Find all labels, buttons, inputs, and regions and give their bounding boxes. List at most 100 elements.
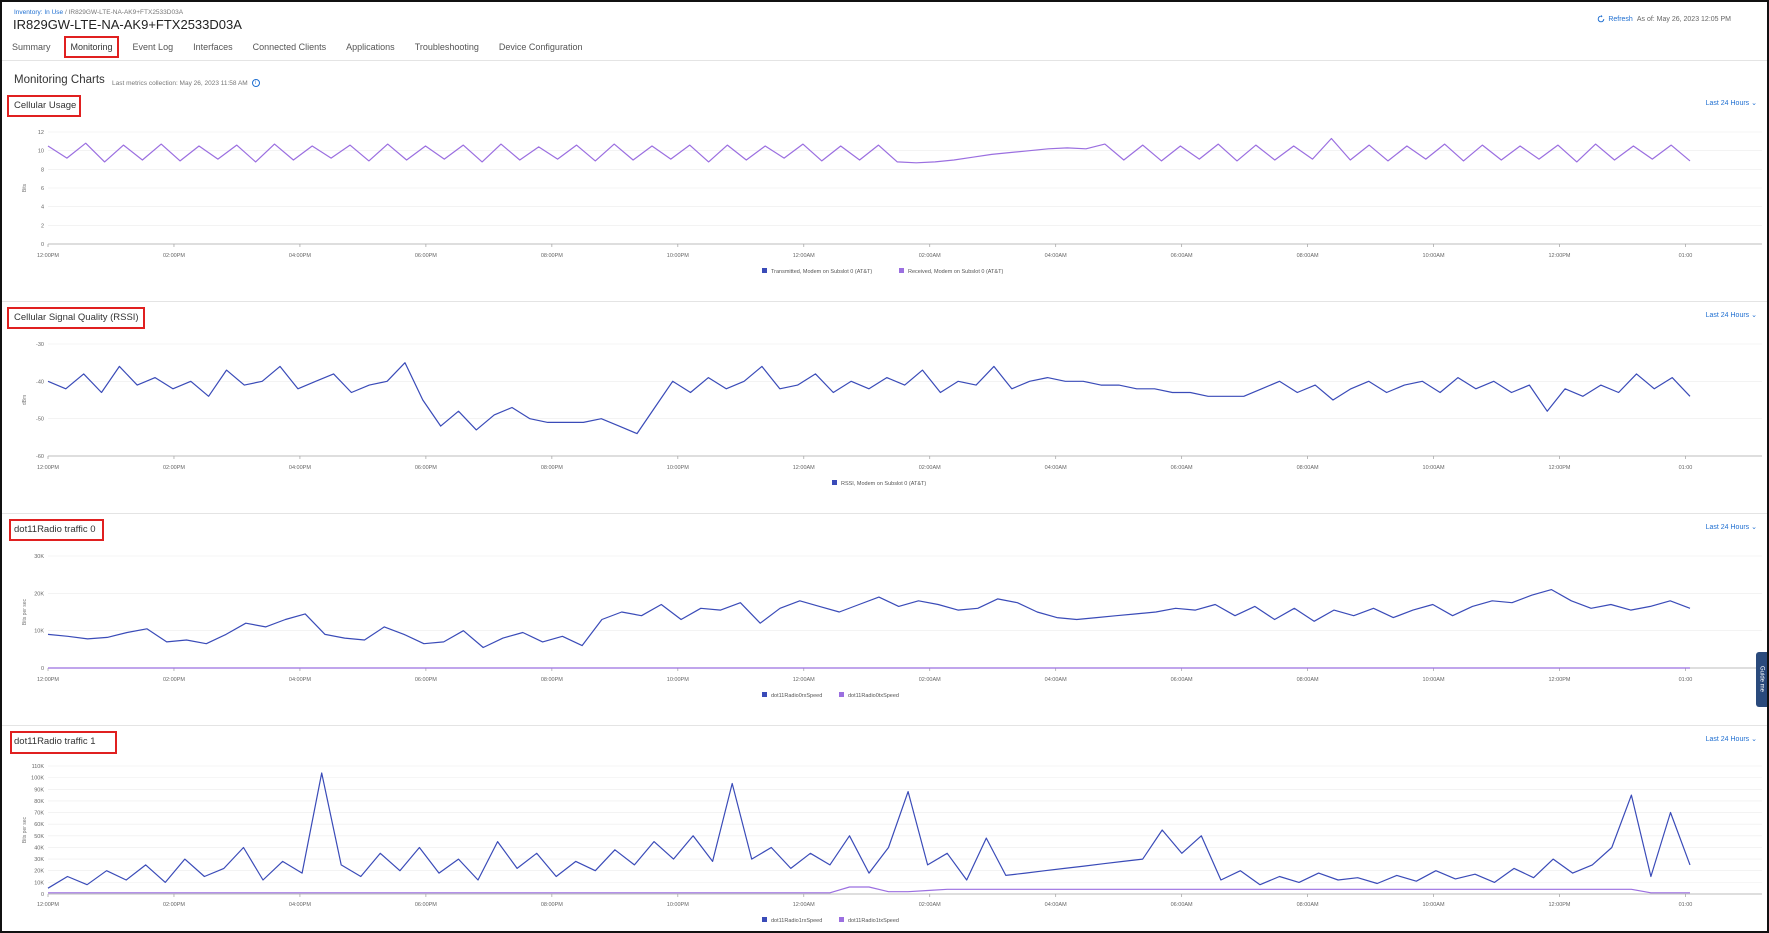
x-tick-label: 06:00PM xyxy=(415,253,437,259)
y-tick-label: 6 xyxy=(41,186,44,192)
x-tick-label: 12:00AM xyxy=(793,902,815,908)
y-tick-label: -40 xyxy=(36,379,44,385)
refresh-icon xyxy=(1598,15,1605,23)
monitoring-subtitle: Last metrics collection: May 26, 2023 11… xyxy=(112,79,260,87)
y-tick-label: 20K xyxy=(34,591,44,597)
y-tick-label: 110K xyxy=(32,764,45,770)
legend-label: dot11Radio0rxSpeed xyxy=(771,693,822,699)
x-tick-label: 12:00PM xyxy=(37,902,59,908)
legend-label: dot11Radio1rxSpeed xyxy=(771,918,822,924)
chart-title-rssi: Cellular Signal Quality (RSSI) xyxy=(14,312,139,323)
y-tick-label: 30K xyxy=(34,857,44,863)
range-select-dot11radio-0[interactable]: Last 24 Hours ⌄ xyxy=(1705,524,1757,531)
legend-label: Received, Modem on Subslot 0 (AT&T) xyxy=(908,269,1003,275)
range-select-rssi[interactable]: Last 24 Hours ⌄ xyxy=(1705,312,1757,319)
x-tick-label: 12:00PM xyxy=(37,465,59,471)
x-tick-label: 06:00PM xyxy=(415,677,437,683)
x-tick-label: 02:00PM xyxy=(163,677,185,683)
y-axis-label: Bits per sec xyxy=(22,598,28,625)
guide-me-tab[interactable]: Guide me xyxy=(1756,652,1767,707)
series-line xyxy=(48,886,1690,894)
y-axis-label: Bits per sec xyxy=(22,816,28,843)
tab-event-log[interactable]: Event Log xyxy=(132,42,174,52)
y-tick-label: 60K xyxy=(34,822,44,828)
x-tick-label: 10:00AM xyxy=(1423,902,1445,908)
y-tick-label: 80K xyxy=(34,799,44,805)
x-tick-label: 10:00AM xyxy=(1423,677,1445,683)
x-tick-label: 02:00PM xyxy=(163,465,185,471)
tab-troubleshooting[interactable]: Troubleshooting xyxy=(414,42,479,52)
series-line xyxy=(47,588,1691,649)
chart-cellular-usage: 0 2 4 6 8 10 12 Bits 12:00PM 02:00PM 04:00PM 06:00P… xyxy=(22,130,1762,275)
y-tick-label: 40K xyxy=(34,845,44,851)
y-tick-label: 20K xyxy=(34,869,44,875)
x-tick-label: 08:00PM xyxy=(541,465,563,471)
section-divider xyxy=(2,513,1767,514)
y-tick-label: 70K xyxy=(34,811,44,817)
chart-title-cellular-usage: Cellular Usage xyxy=(14,100,77,111)
tab-monitoring[interactable]: Monitoring xyxy=(70,42,113,52)
x-tick-label: 06:00AM xyxy=(1171,902,1193,908)
range-label: Last 24 Hours xyxy=(1705,524,1750,531)
refresh-button[interactable]: Refresh xyxy=(1597,15,1633,23)
y-tick-label: 0 xyxy=(41,666,44,672)
y-tick-label: 2 xyxy=(41,223,44,229)
range-label: Last 24 Hours xyxy=(1705,312,1750,319)
legend-swatch xyxy=(839,917,844,922)
x-tick-label: 12:00PM xyxy=(1548,677,1570,683)
legend-swatch xyxy=(899,268,904,273)
chart-rssi: -30 -40 -50 -60 dBm 12:00PM 02:00PM 04:00PM 06:0… xyxy=(22,342,1762,487)
x-tick-label: 01:00 xyxy=(1679,902,1693,908)
series-line xyxy=(47,362,1691,435)
chart-title-dot11radio-1: dot11Radio traffic 1 xyxy=(14,736,96,747)
legend-label: RSSI, Modem on Subslot 0 (AT&T) xyxy=(841,481,926,487)
x-tick-label: 08:00AM xyxy=(1297,465,1319,471)
y-tick-label: 100K xyxy=(31,776,44,782)
chart-dot11radio-1: 0 10K 20K 30K 40K 50K 60K 70K 80K 90K 100K 110K Bits… xyxy=(22,764,1762,924)
tab-connected-clients[interactable]: Connected Clients xyxy=(252,42,327,52)
x-tick-label: 01:00 xyxy=(1679,253,1693,259)
y-axis-label: dBm xyxy=(22,395,28,405)
x-tick-label: 10:00PM xyxy=(667,253,689,259)
x-tick-label: 04:00PM xyxy=(289,465,311,471)
x-tick-label: 06:00AM xyxy=(1171,677,1193,683)
refresh-label: Refresh xyxy=(1608,15,1633,23)
legend-swatch xyxy=(762,692,767,697)
x-tick-label: 12:00PM xyxy=(37,253,59,259)
y-tick-label: 4 xyxy=(41,205,44,211)
x-tick-label: 04:00PM xyxy=(289,253,311,259)
x-tick-label: 02:00AM xyxy=(919,465,941,471)
tab-applications[interactable]: Applications xyxy=(346,42,395,52)
x-tick-label: 02:00PM xyxy=(163,902,185,908)
legend-label: dot11Radio1txSpeed xyxy=(848,918,899,924)
y-tick-label: 10 xyxy=(38,149,44,155)
x-tick-label: 12:00PM xyxy=(1548,902,1570,908)
x-tick-label: 01:00 xyxy=(1679,465,1693,471)
tab-interfaces[interactable]: Interfaces xyxy=(193,42,233,52)
y-tick-label: 90K xyxy=(34,787,44,793)
x-tick-label: 02:00AM xyxy=(919,677,941,683)
series-line xyxy=(47,137,1691,164)
x-tick-label: 01:00 xyxy=(1679,677,1693,683)
y-tick-label: 50K xyxy=(34,834,44,840)
legend-swatch xyxy=(832,480,837,485)
range-select-cellular-usage[interactable]: Last 24 Hours ⌄ xyxy=(1705,100,1757,107)
x-tick-label: 04:00AM xyxy=(1045,902,1067,908)
y-tick-label: 0 xyxy=(41,242,44,248)
y-tick-label: 0 xyxy=(41,892,44,898)
breadcrumb-link[interactable]: Inventory: In Use xyxy=(14,9,64,16)
y-tick-label: -30 xyxy=(36,342,44,348)
tab-summary[interactable]: Summary xyxy=(12,42,51,52)
x-tick-label: 06:00AM xyxy=(1171,253,1193,259)
last-collection-text: Last metrics collection: May 26, 2023 11… xyxy=(112,79,248,87)
info-icon[interactable]: i xyxy=(251,79,260,87)
legend-label: Transmitted, Modem on Subslot 0 (AT&T) xyxy=(771,269,872,275)
x-tick-label: 08:00AM xyxy=(1297,677,1319,683)
x-tick-label: 06:00AM xyxy=(1171,465,1193,471)
legend-swatch xyxy=(839,692,844,697)
tab-device-configuration[interactable]: Device Configuration xyxy=(498,42,583,52)
x-tick-label: 02:00AM xyxy=(919,902,941,908)
range-select-dot11radio-1[interactable]: Last 24 Hours ⌄ xyxy=(1705,736,1757,743)
y-axis-label: Bits xyxy=(22,183,28,192)
x-tick-label: 06:00PM xyxy=(415,902,437,908)
